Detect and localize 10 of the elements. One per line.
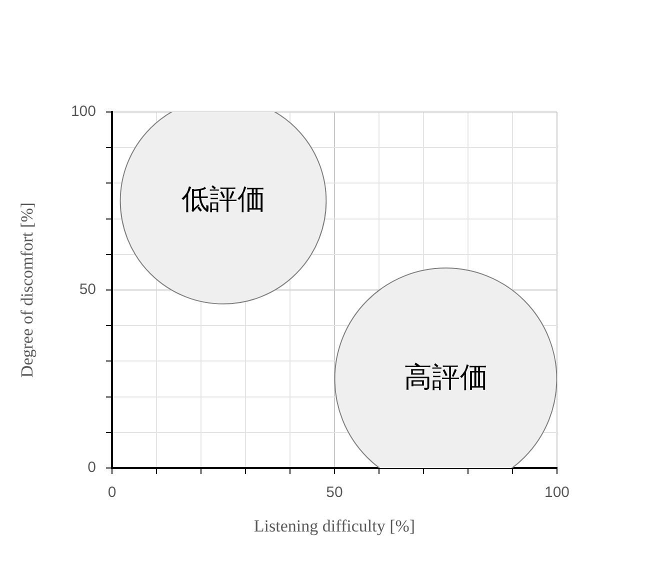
annotation: 低評価 xyxy=(181,182,266,216)
x-tick-label: 100 xyxy=(544,484,570,502)
x-tick-label: 50 xyxy=(326,484,343,502)
y-tick-label: 0 xyxy=(88,459,96,476)
annotation: 高評価 xyxy=(404,360,488,394)
x-axis-title: Listening difficulty [%] xyxy=(254,516,416,536)
x-tick-label: 0 xyxy=(108,484,116,502)
y-axis-title: Degree of discomfort [%] xyxy=(18,202,37,378)
y-tick-label: 50 xyxy=(79,281,96,298)
y-tick-label: 100 xyxy=(70,103,96,120)
